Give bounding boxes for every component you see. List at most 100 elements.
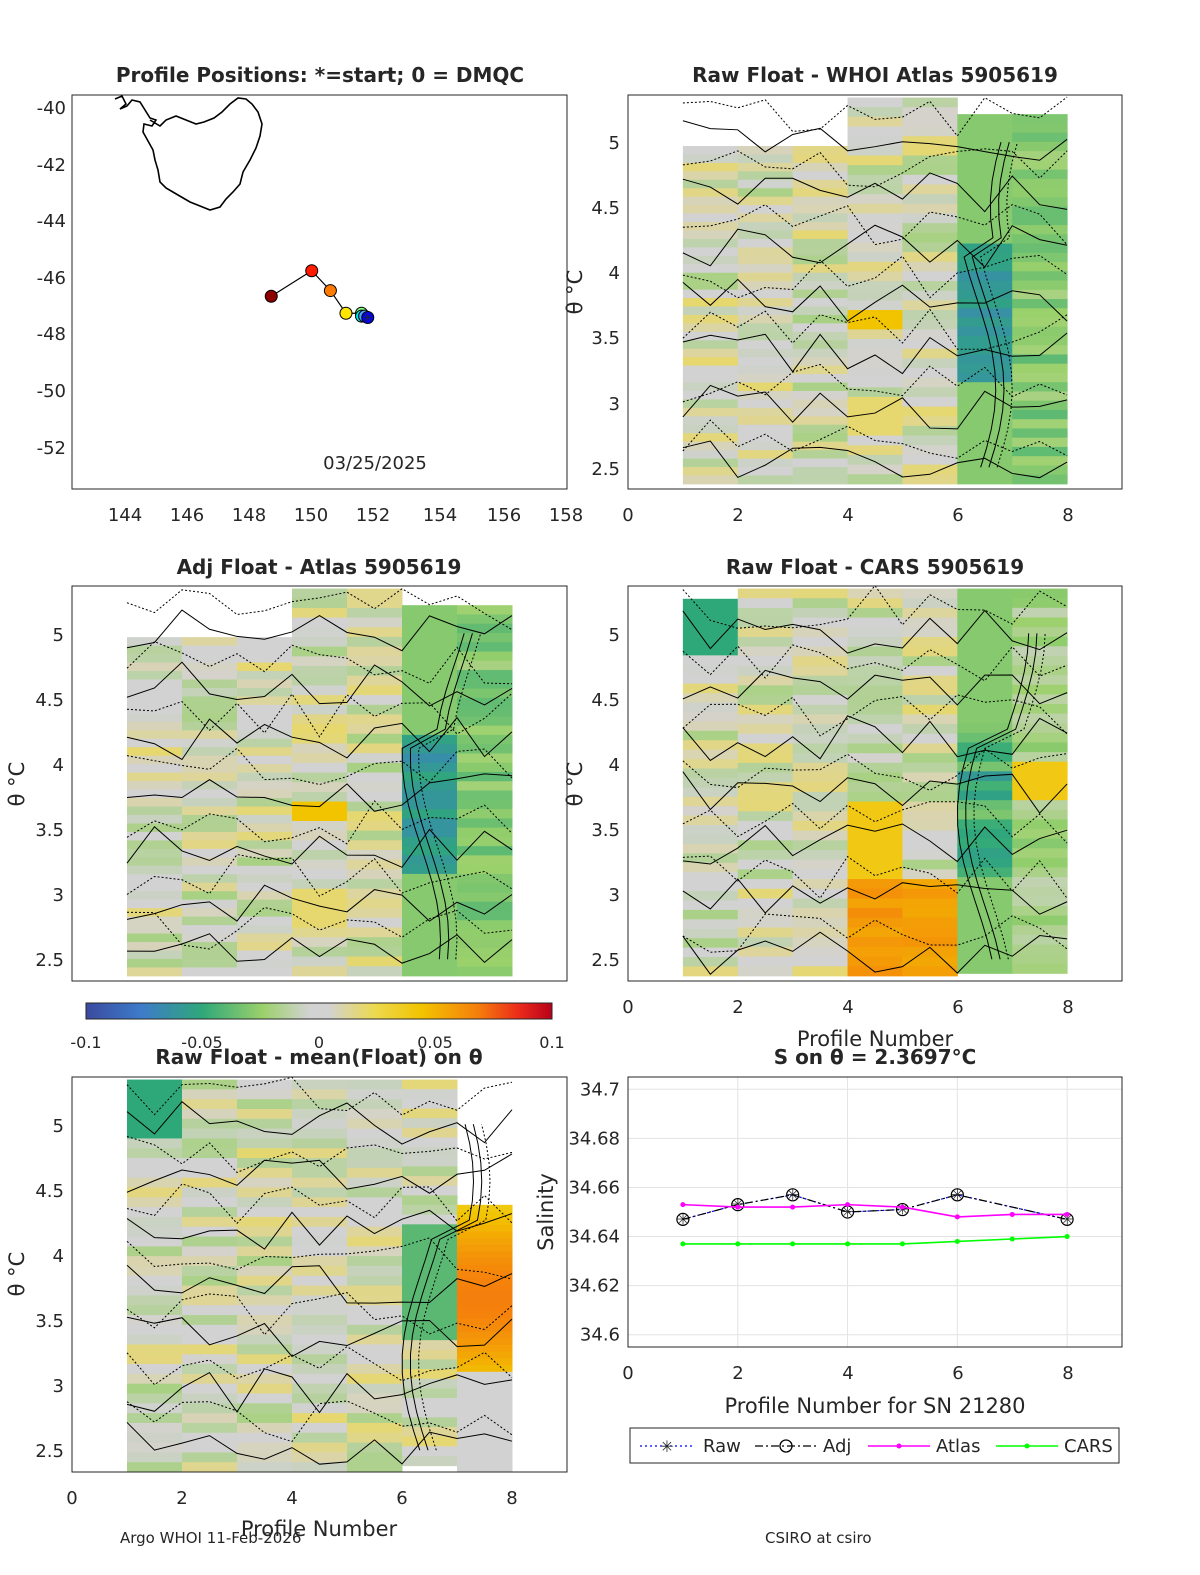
heatmap-cell xyxy=(237,1079,293,1090)
heatmap-cell xyxy=(457,920,513,931)
heatmap-cell xyxy=(847,946,903,958)
heatmap-cell xyxy=(1012,896,1068,907)
x-axis-label: Profile Number for SN 21280 xyxy=(724,1394,1025,1418)
heatmap-cell xyxy=(902,232,958,243)
heatmap-cell xyxy=(1012,607,1068,618)
heatmap-cell xyxy=(902,319,958,330)
front-contour xyxy=(965,633,1038,960)
heatmap-cell xyxy=(737,917,794,928)
heatmap-cell xyxy=(792,433,849,443)
heatmap-cell xyxy=(292,666,348,677)
heatmap-cell xyxy=(1012,617,1068,628)
heatmap-cell xyxy=(957,225,1013,235)
heatmap-cell xyxy=(682,179,739,189)
heatmap-cell xyxy=(847,791,903,803)
heatmap-cell xyxy=(737,323,794,333)
heatmap-cell xyxy=(237,1089,293,1100)
yticks: 2.5 3 3.5 4 4.5 5 xyxy=(591,133,620,480)
contour-line-dotted xyxy=(682,644,1068,682)
heatmap-cell xyxy=(347,743,403,754)
heatmap-cell xyxy=(237,1383,293,1395)
panel-cars: Raw Float - CARS 5905619 2.5 3 3.5 4 4.5… xyxy=(563,555,1123,1051)
contour-line-dotted xyxy=(682,363,1068,403)
heatmap-cell xyxy=(347,966,403,977)
heatmap-cell xyxy=(737,772,794,783)
heatmap-cell xyxy=(292,1324,348,1336)
heatmap-cell xyxy=(902,685,958,696)
heatmap-cell xyxy=(457,614,513,625)
heatmap-cell xyxy=(737,222,794,231)
heatmap-cell xyxy=(347,830,403,841)
heatmap-cell xyxy=(402,1398,458,1409)
map-xtick: 154 xyxy=(423,505,457,526)
heatmap-cell xyxy=(292,1226,348,1238)
heatmap-cell xyxy=(847,927,903,938)
heatmap-cell xyxy=(182,848,238,858)
contour-line xyxy=(126,1316,513,1358)
heatmap-cell xyxy=(847,859,903,870)
heatmap-cell xyxy=(847,917,903,928)
heatmap-cell xyxy=(237,882,293,892)
heatmap-cell xyxy=(902,464,958,475)
heatmap-cell xyxy=(737,966,794,977)
heatmap-cell xyxy=(902,406,958,417)
contour-line xyxy=(682,224,1068,268)
heatmap-cell xyxy=(792,264,849,274)
heatmap-cell xyxy=(457,744,513,754)
heatmap-cell xyxy=(1012,271,1068,282)
heatmap-cell xyxy=(457,1325,513,1333)
heatmap-cell xyxy=(682,323,739,333)
heatmap-cell xyxy=(957,713,1013,724)
heatmap-cell xyxy=(402,1407,458,1418)
heatmap-cell xyxy=(957,617,1013,628)
heatmap-cell xyxy=(737,314,794,324)
heatmap-cell xyxy=(127,899,183,909)
heatmap-cell xyxy=(1012,646,1068,657)
heatmap-cell xyxy=(182,789,238,799)
heatmap-cell xyxy=(847,271,903,282)
heatmap-cell xyxy=(847,290,903,301)
contour-line xyxy=(682,878,1068,915)
heatmap-cell xyxy=(127,781,183,791)
xtick: 6 xyxy=(952,997,963,1018)
heatmap-cell xyxy=(957,317,1013,328)
contour-line-dotted xyxy=(126,641,513,685)
heatmap-cell xyxy=(682,467,739,476)
heatmap-cell xyxy=(127,891,183,901)
heatmap-cell xyxy=(237,831,293,841)
xtick: 0 xyxy=(66,1488,77,1509)
heatmap-cell xyxy=(1012,886,1068,897)
heatmap-cell xyxy=(402,920,458,931)
heatmap-cell xyxy=(292,1265,348,1277)
heatmap xyxy=(126,1076,513,1473)
heatmap-cell xyxy=(237,1236,293,1247)
heatmap-cell xyxy=(127,848,183,858)
heatmap-cell xyxy=(457,1204,513,1213)
heatmap-cell xyxy=(792,714,849,725)
ytick: 4 xyxy=(53,755,64,776)
heatmap-cell xyxy=(1012,780,1068,792)
heatmap-cell xyxy=(682,608,739,619)
data-point-atlas xyxy=(790,1204,796,1210)
heatmap-cell xyxy=(792,695,849,706)
heatmap-cell xyxy=(182,874,238,884)
heatmap-cell xyxy=(737,154,794,164)
heatmap-cell xyxy=(737,188,794,198)
heatmap-cell xyxy=(347,1403,403,1414)
heatmap-cell xyxy=(182,882,238,892)
heatmap-cell xyxy=(792,340,849,350)
heatmap-cell xyxy=(1012,215,1068,226)
heatmap-cell xyxy=(847,607,903,619)
heatmap-cell xyxy=(127,1216,183,1228)
heatmap-cell xyxy=(847,165,903,176)
heatmap-cell xyxy=(792,733,849,744)
heatmap-cell xyxy=(792,598,849,609)
xtick: 6 xyxy=(396,1488,407,1509)
heatmap-cell xyxy=(792,365,849,375)
y-axis-label: Salinity xyxy=(534,1173,558,1251)
heatmap-cell xyxy=(127,1138,183,1149)
heatmap-cell xyxy=(1012,428,1068,439)
heatmap-cell xyxy=(1012,915,1068,926)
heatmap-cell xyxy=(127,1354,183,1365)
heatmap-cell xyxy=(737,607,794,619)
